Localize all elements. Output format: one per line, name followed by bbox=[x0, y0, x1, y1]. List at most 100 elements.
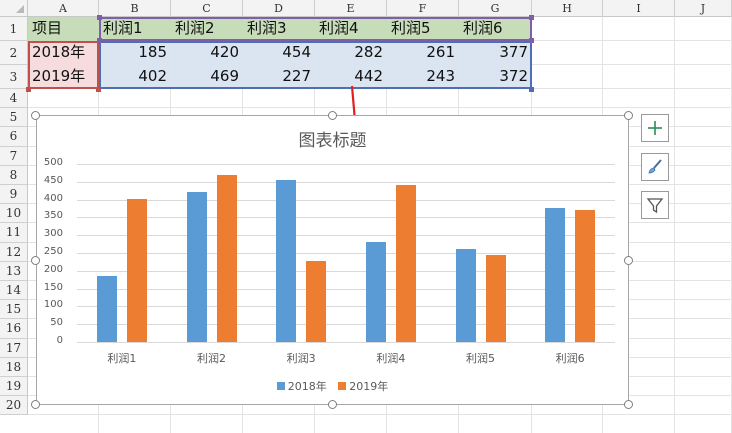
bar-2019-4[interactable] bbox=[395, 184, 416, 342]
chart-styles-button[interactable] bbox=[641, 153, 669, 181]
row-header-1[interactable]: 1 bbox=[0, 17, 28, 41]
range-handle[interactable] bbox=[96, 87, 101, 92]
cell-b2[interactable]: 185 bbox=[138, 43, 167, 61]
y-tick-label: 400 bbox=[43, 192, 63, 204]
row-header-16[interactable]: 16 bbox=[0, 319, 28, 339]
column-header-f[interactable]: F bbox=[387, 0, 459, 17]
chart-area[interactable]: 图表标题 2018年 2019年 0 50 100 150 200 250 300 350 40… bbox=[36, 115, 629, 405]
resize-handle-bottom[interactable] bbox=[328, 400, 337, 409]
column-header-d[interactable]: D bbox=[243, 0, 315, 17]
cell-c3[interactable]: 469 bbox=[210, 67, 239, 85]
range-handle[interactable] bbox=[26, 87, 31, 92]
bar-2019-1[interactable] bbox=[126, 198, 147, 342]
bar-2018-4[interactable] bbox=[365, 241, 386, 342]
column-header-b[interactable]: B bbox=[99, 0, 171, 17]
bar-2019-2[interactable] bbox=[216, 175, 237, 342]
column-header-i[interactable]: I bbox=[603, 0, 675, 17]
cell-d1[interactable]: 利润3 bbox=[247, 19, 287, 37]
resize-handle-bottom-left[interactable] bbox=[31, 400, 40, 409]
cell-g3[interactable]: 372 bbox=[499, 67, 528, 85]
resize-handle-right[interactable] bbox=[624, 256, 633, 265]
resize-handle-bottom-right[interactable] bbox=[624, 400, 633, 409]
y-tick-label: 300 bbox=[43, 228, 63, 240]
column-header-g[interactable]: G bbox=[459, 0, 532, 17]
row-header-4[interactable]: 4 bbox=[0, 89, 28, 109]
bar-2019-3[interactable] bbox=[306, 261, 327, 342]
bar-2018-6[interactable] bbox=[545, 207, 566, 342]
gridline bbox=[77, 306, 615, 308]
cell-a1[interactable]: 项目 bbox=[32, 19, 63, 37]
bar-2018-3[interactable] bbox=[276, 180, 297, 342]
gridline bbox=[77, 288, 615, 290]
range-handle[interactable] bbox=[97, 38, 102, 43]
row-header-19[interactable]: 19 bbox=[0, 377, 28, 397]
cell-c2[interactable]: 420 bbox=[210, 43, 239, 61]
cell-f1[interactable]: 利润5 bbox=[391, 19, 431, 37]
range-handle[interactable] bbox=[529, 87, 534, 92]
row-header-15[interactable]: 15 bbox=[0, 300, 28, 320]
column-header-j[interactable]: J bbox=[675, 0, 732, 17]
x-tick-label: 利润4 bbox=[376, 352, 406, 365]
cell-g1[interactable]: 利润6 bbox=[463, 19, 503, 37]
chart-elements-button[interactable] bbox=[641, 114, 669, 142]
chart-title[interactable]: 图表标题 bbox=[298, 131, 367, 151]
legend-label-2019: 2019年 bbox=[349, 380, 389, 393]
row-header-11[interactable]: 11 bbox=[0, 223, 28, 243]
row-header-3[interactable]: 3 bbox=[0, 65, 28, 89]
row-header-9[interactable]: 9 bbox=[0, 185, 28, 205]
legend-swatch-2018 bbox=[276, 382, 285, 390]
cell-a2[interactable]: 2018年 bbox=[32, 43, 86, 61]
bar-2019-6[interactable] bbox=[575, 209, 596, 342]
cell-b1[interactable]: 利润1 bbox=[103, 19, 143, 37]
resize-handle-top-left[interactable] bbox=[31, 111, 40, 120]
column-header-e[interactable]: E bbox=[315, 0, 387, 17]
grid-row-line bbox=[28, 107, 732, 109]
chart-filters-button[interactable] bbox=[641, 191, 669, 219]
cell-e2[interactable]: 282 bbox=[354, 43, 383, 61]
row-header-13[interactable]: 13 bbox=[0, 261, 28, 281]
bar-2018-1[interactable] bbox=[96, 276, 117, 342]
cell-a1-fill bbox=[28, 17, 99, 41]
bar-2018-2[interactable] bbox=[186, 192, 207, 342]
y-tick-label: 0 bbox=[56, 335, 63, 346]
row-header-7[interactable]: 7 bbox=[0, 146, 28, 166]
select-all-corner[interactable] bbox=[0, 0, 28, 17]
legend-item-2018[interactable]: 2018年 bbox=[276, 378, 327, 394]
column-header-a[interactable]: A bbox=[28, 0, 99, 17]
cell-e1[interactable]: 利润4 bbox=[319, 19, 359, 37]
legend-item-2019[interactable]: 2019年 bbox=[338, 378, 388, 394]
row-header-17[interactable]: 17 bbox=[0, 338, 28, 358]
row-header-14[interactable]: 14 bbox=[0, 281, 28, 301]
cell-a3[interactable]: 2019年 bbox=[32, 67, 86, 85]
bar-2018-5[interactable] bbox=[455, 249, 476, 342]
range-handle[interactable] bbox=[529, 38, 534, 43]
category-range-outline bbox=[28, 41, 99, 89]
row-header-6[interactable]: 6 bbox=[0, 127, 28, 147]
cell-c1[interactable]: 利润2 bbox=[175, 19, 215, 37]
cell-e3[interactable]: 442 bbox=[354, 67, 383, 85]
column-header-c[interactable]: C bbox=[171, 0, 243, 17]
row-header-5[interactable]: 5 bbox=[0, 108, 28, 128]
range-handle[interactable] bbox=[97, 15, 102, 20]
chart-legend[interactable]: 2018年 2019年 bbox=[37, 378, 628, 394]
bar-2019-5[interactable] bbox=[485, 255, 506, 342]
resize-handle-top[interactable] bbox=[328, 111, 337, 120]
y-tick-label: 100 bbox=[43, 299, 63, 311]
cell-d2[interactable]: 454 bbox=[282, 43, 311, 61]
cell-b3[interactable]: 402 bbox=[138, 67, 167, 85]
resize-handle-left[interactable] bbox=[31, 256, 40, 265]
cell-f3[interactable]: 243 bbox=[426, 67, 455, 85]
column-header-h[interactable]: H bbox=[532, 0, 603, 17]
row-header-20[interactable]: 20 bbox=[0, 396, 28, 416]
row-header-2[interactable]: 2 bbox=[0, 41, 28, 65]
row-header-8[interactable]: 8 bbox=[0, 165, 28, 185]
range-handle[interactable] bbox=[529, 15, 534, 20]
cell-g2[interactable]: 377 bbox=[499, 43, 528, 61]
row-header-12[interactable]: 12 bbox=[0, 242, 28, 262]
cell-f2[interactable]: 261 bbox=[426, 43, 455, 61]
y-tick-label: 50 bbox=[50, 317, 63, 329]
row-header-18[interactable]: 18 bbox=[0, 357, 28, 377]
row-header-10[interactable]: 10 bbox=[0, 204, 28, 224]
cell-d3[interactable]: 227 bbox=[282, 67, 311, 85]
resize-handle-top-right[interactable] bbox=[624, 111, 633, 120]
